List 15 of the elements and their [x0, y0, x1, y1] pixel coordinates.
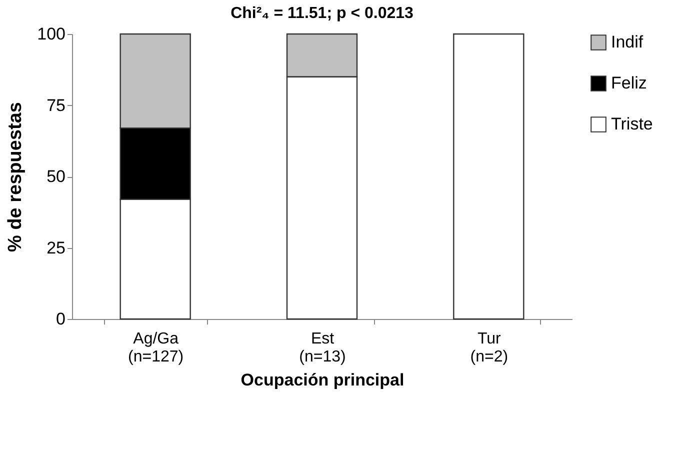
y-tick-label: 75: [46, 96, 66, 115]
legend-label: Feliz: [611, 74, 647, 92]
y-tick-label: 0: [56, 310, 66, 328]
x-axis-title: Ocupación principal: [240, 370, 404, 390]
x-tick-label: Est (n=13): [299, 330, 346, 366]
bar: [453, 33, 524, 320]
y-tick-label: 50: [46, 167, 66, 186]
y-axis-title: % de respuestas: [5, 102, 26, 252]
legend-label: Triste: [611, 114, 653, 134]
y-tick-label: 25: [46, 238, 66, 258]
chart-title: Chi²₄ = 11.51; p < 0.0213: [230, 5, 414, 22]
legend-label: Indif: [611, 32, 644, 52]
x-tick-label: Tur (n=2): [470, 330, 508, 366]
x-tick-label: Ag/Ga (n=127): [128, 330, 184, 366]
y-tick-label: 100: [37, 24, 66, 44]
